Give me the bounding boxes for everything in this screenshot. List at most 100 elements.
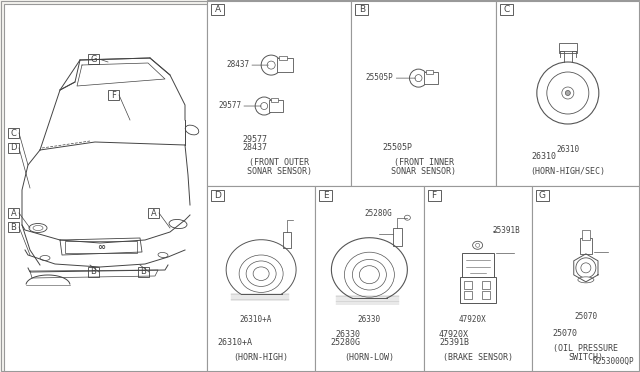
Text: (HORN-HIGH): (HORN-HIGH) [234,353,289,362]
Ellipse shape [29,224,47,232]
Text: 25505P: 25505P [382,143,412,152]
Text: 28437: 28437 [226,60,249,68]
Text: A: A [214,5,221,14]
Text: 47920X: 47920X [439,330,469,339]
Bar [8,143,19,153]
Ellipse shape [581,263,591,273]
Text: 26330: 26330 [358,315,381,324]
Text: (OIL PRESSURE: (OIL PRESSURE [554,344,618,353]
Bar [148,208,159,218]
Ellipse shape [260,103,268,109]
Text: 29577: 29577 [218,100,241,109]
Bar [580,238,592,254]
Text: 26310+A: 26310+A [240,315,272,324]
Ellipse shape [562,87,574,99]
Bar [394,228,403,246]
Text: 26310+A: 26310+A [218,338,252,347]
Ellipse shape [472,241,483,249]
Text: E: E [323,191,328,200]
Text: 25070: 25070 [552,329,577,338]
Text: R253000QP: R253000QP [593,357,634,366]
Bar [482,281,490,289]
Bar [65,241,137,253]
Text: (BRAKE SENSOR): (BRAKE SENSOR) [443,353,513,362]
Bar [88,54,99,64]
Ellipse shape [261,55,281,75]
Ellipse shape [565,90,570,96]
Bar [500,4,513,15]
Ellipse shape [40,256,50,260]
Ellipse shape [267,61,275,69]
Text: ∞: ∞ [97,242,105,252]
Ellipse shape [576,258,596,278]
Text: 25391B: 25391B [493,226,520,235]
Bar [207,186,316,372]
Ellipse shape [415,75,422,81]
Text: 29577: 29577 [243,135,268,144]
Text: F: F [431,191,436,200]
Text: 47920X: 47920X [459,315,486,324]
Bar [8,128,19,138]
Bar [428,190,440,201]
Bar [277,58,293,72]
Ellipse shape [578,277,594,283]
Ellipse shape [404,215,410,220]
Text: G: G [90,55,97,64]
Bar [8,222,19,232]
Bar [279,56,287,60]
Ellipse shape [185,125,199,135]
Text: F: F [111,90,116,99]
Bar [532,186,640,372]
Bar [355,4,369,15]
Bar [283,232,291,248]
Ellipse shape [547,72,589,114]
Text: SONAR SENSOR): SONAR SENSOR) [391,167,456,176]
Text: SWITCH): SWITCH) [568,353,604,362]
Bar [463,291,472,299]
Bar [108,90,119,100]
Ellipse shape [33,225,43,231]
Text: (HORN-HIGH/SEC): (HORN-HIGH/SEC) [531,167,605,176]
Bar [461,253,493,277]
Ellipse shape [255,97,273,115]
Bar [88,267,99,277]
Text: (FRONT INNER: (FRONT INNER [394,158,454,167]
Text: 25505P: 25505P [365,73,394,81]
Text: A: A [11,208,17,218]
Bar [271,98,278,102]
Text: 26310: 26310 [531,152,556,161]
Bar [424,186,532,372]
Ellipse shape [169,219,187,228]
Text: A: A [150,208,156,218]
Text: 26330: 26330 [336,330,361,339]
Bar [207,0,351,186]
Ellipse shape [476,243,479,247]
Text: 28437: 28437 [243,143,268,152]
Bar [269,100,283,112]
Bar [495,0,640,186]
Bar [463,281,472,289]
Text: 25070: 25070 [574,312,597,321]
Text: 26310: 26310 [556,145,579,154]
Text: G: G [539,191,546,200]
Bar [351,0,495,186]
Ellipse shape [537,62,599,124]
Bar [316,186,424,372]
Bar [211,190,224,201]
Text: C: C [11,128,17,138]
Bar [559,43,577,53]
Text: B: B [11,222,17,231]
Text: 25280G: 25280G [331,338,361,347]
Bar [4,4,207,372]
Text: B: B [141,267,147,276]
Text: SONAR SENSOR): SONAR SENSOR) [246,167,312,176]
Text: (HORN-LOW): (HORN-LOW) [344,353,394,362]
Bar [211,4,224,15]
Bar [138,267,149,277]
Bar [582,230,590,240]
Bar [536,190,548,201]
Bar [424,72,438,84]
Ellipse shape [410,69,428,87]
Text: B: B [359,5,365,14]
Text: 25280G: 25280G [364,209,392,218]
